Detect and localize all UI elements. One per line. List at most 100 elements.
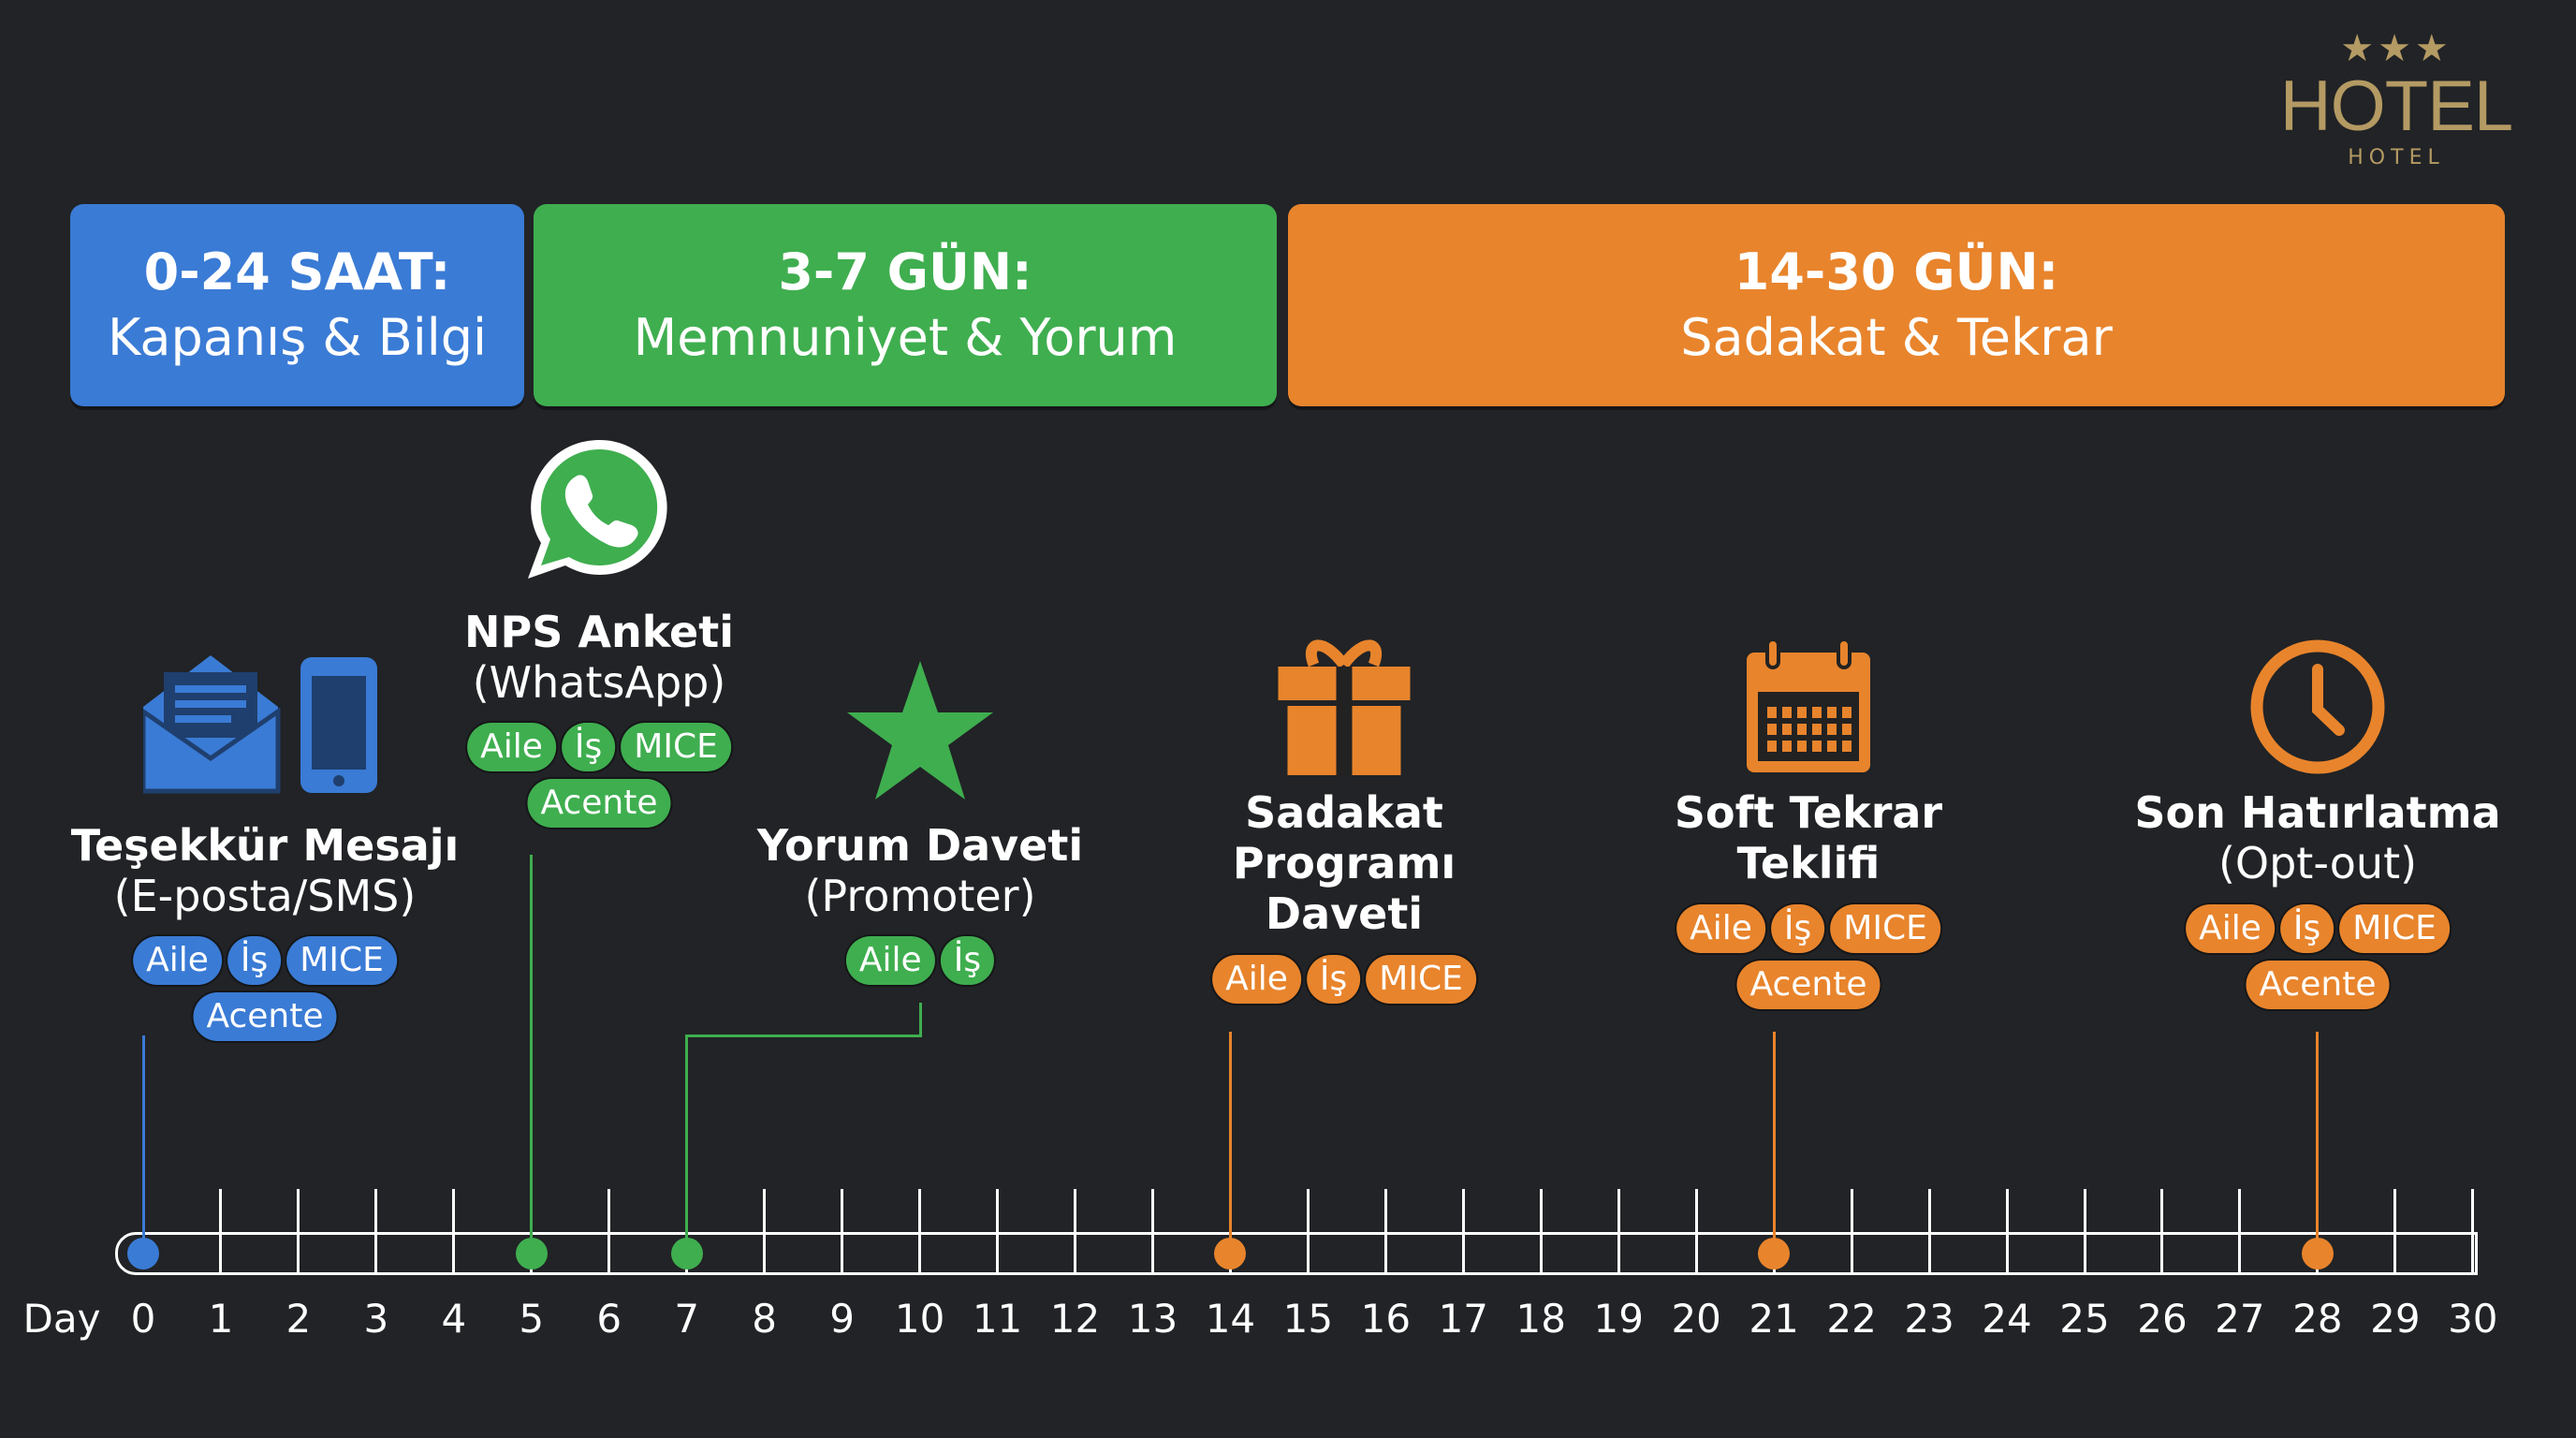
event-title-line: (WhatsApp) — [472, 657, 726, 708]
phase-0-24-hours: 0-24 SAAT: Kapanış & Bilgi — [70, 204, 524, 406]
event-title-line: Son Hatırlatma — [2134, 787, 2501, 838]
day-label: 22 — [1826, 1296, 1877, 1342]
day-axis-label: Day — [22, 1296, 101, 1342]
day-label: 15 — [1282, 1296, 1334, 1342]
event-title: Soft Tekrar Teklifi — [1675, 787, 1942, 888]
event-title: Yorum Daveti (Promoter) — [757, 820, 1083, 921]
day-label: 21 — [1749, 1296, 1799, 1342]
day-label: 29 — [2370, 1296, 2421, 1342]
segment-tag: MICE — [1366, 955, 1476, 1004]
day-label: 6 — [596, 1296, 622, 1342]
phase-title: 14-30 GÜN: — [1734, 242, 2059, 301]
segment-tag: Aile — [1212, 955, 1301, 1004]
gift-icon — [1277, 637, 1412, 781]
day-label: 4 — [441, 1296, 467, 1342]
hotel-logo: ★★★ HOTEL HOTEL — [2265, 28, 2527, 172]
segment-tag-row: Aile İş MICE — [2186, 904, 2450, 953]
event-title: Son Hatırlatma (Opt-out) — [2134, 787, 2500, 888]
event-title: Teşekkür Mesajı (E-posta/SMS) — [71, 820, 460, 921]
logo-stars-icon: ★★★ — [2340, 27, 2452, 70]
segment-tag-row: Aile İş — [845, 936, 995, 985]
segment-tag-row: Acente — [193, 992, 337, 1041]
event-title: Sadakat Programı Daveti — [1233, 787, 1456, 939]
segment-tag: Aile — [133, 936, 222, 985]
day-label: 19 — [1593, 1296, 1644, 1342]
timeline-tick — [2393, 1189, 2397, 1273]
segment-tag: İş — [1306, 955, 1361, 1004]
event-title-line: Soft Tekrar — [1674, 787, 1943, 838]
phase-subtitle: Memnuniyet & Yorum — [633, 308, 1178, 367]
segment-tag-row: Aile İş MICE — [1212, 955, 1476, 1004]
segment-tag: İş — [1770, 904, 1825, 953]
timeline-tick — [763, 1189, 767, 1273]
timeline-tick — [1150, 1189, 1154, 1273]
logo-subtitle: HOTEL — [2348, 146, 2445, 169]
event-title-line: Daveti — [1265, 888, 1424, 939]
segment-tag: Acente — [193, 992, 337, 1041]
timeline-tick — [374, 1189, 378, 1273]
segment-tag-row: Aile İş MICE — [1676, 904, 1940, 953]
day-label: 1 — [208, 1296, 234, 1342]
event-title: NPS Anketi (WhatsApp) — [464, 607, 734, 708]
phase-subtitle: Sadakat & Tekrar — [1680, 308, 2113, 367]
segment-tag: İş — [227, 936, 282, 985]
timeline-tick — [1617, 1189, 1620, 1273]
timeline-tick — [2471, 1189, 2475, 1273]
segment-tag: MICE — [1830, 904, 1940, 953]
day-label: 10 — [894, 1296, 945, 1342]
event-title-line: Teklifi — [1736, 838, 1881, 888]
day-label: 8 — [752, 1296, 778, 1342]
timeline-tick — [607, 1189, 611, 1273]
day-label: 14 — [1205, 1296, 1256, 1342]
phase-14-30-days: 14-30 GÜN: Sadakat & Tekrar — [1288, 204, 2505, 406]
day-label: 11 — [972, 1296, 1023, 1342]
segment-tag-row: Aile İş MICE — [133, 936, 397, 985]
day-label: 25 — [2059, 1296, 2110, 1342]
day-label: 12 — [1049, 1296, 1101, 1342]
segment-tag: Aile — [2186, 904, 2275, 953]
segment-tag: Aile — [1676, 904, 1765, 953]
timeline-tick — [1927, 1189, 1931, 1273]
timeline-tick — [1461, 1189, 1465, 1273]
day-label: 0 — [130, 1296, 156, 1342]
segment-tag-row: Acente — [527, 779, 671, 828]
event-title-line: Yorum Daveti — [756, 820, 1084, 871]
timeline-dot-day-21 — [1758, 1238, 1791, 1269]
segment-tag: Aile — [467, 723, 556, 771]
connector-line — [141, 1035, 145, 1254]
timeline-tick — [996, 1189, 1000, 1273]
connector-line — [1228, 1032, 1232, 1254]
event-title-line: (Promoter) — [804, 871, 1036, 921]
event-title-line: Sadakat — [1245, 787, 1443, 838]
segment-tag: Acente — [527, 779, 671, 828]
logo-wordmark: HOTEL — [2279, 66, 2513, 146]
whatsapp-icon — [524, 434, 674, 588]
day-label: 20 — [1671, 1296, 1721, 1342]
timeline-tick — [1306, 1189, 1310, 1273]
timeline-tick — [2005, 1189, 2009, 1273]
timeline-tick — [918, 1189, 922, 1273]
segment-tag: İş — [940, 936, 995, 985]
day-label: 5 — [519, 1296, 545, 1342]
segment-tag: MICE — [2339, 904, 2450, 953]
segment-tag: MICE — [286, 936, 397, 985]
segment-tag: İş — [561, 723, 616, 771]
event-title-line: Programı — [1232, 838, 1456, 888]
connector-line — [918, 1003, 922, 1037]
timeline-track — [115, 1232, 2478, 1275]
timeline-dot-day-5 — [515, 1238, 548, 1269]
segment-tag-row: Acente — [1736, 961, 1881, 1009]
day-label: 3 — [363, 1296, 389, 1342]
event-title-line: Teşekkür Mesajı — [70, 820, 460, 871]
day-label: 7 — [674, 1296, 700, 1342]
phase-title: 0-24 SAAT: — [143, 242, 451, 301]
segment-tag: Acente — [1736, 961, 1881, 1009]
timeline-dot-day-0 — [127, 1238, 159, 1269]
day-label: 24 — [1982, 1296, 2032, 1342]
connector-line — [1772, 1032, 1776, 1254]
clock-icon — [2247, 637, 2388, 781]
phase-title: 3-7 GÜN: — [778, 242, 1032, 301]
segment-tag-row: Acente — [2246, 961, 2390, 1009]
phase-subtitle: Kapanış & Bilgi — [107, 308, 488, 367]
